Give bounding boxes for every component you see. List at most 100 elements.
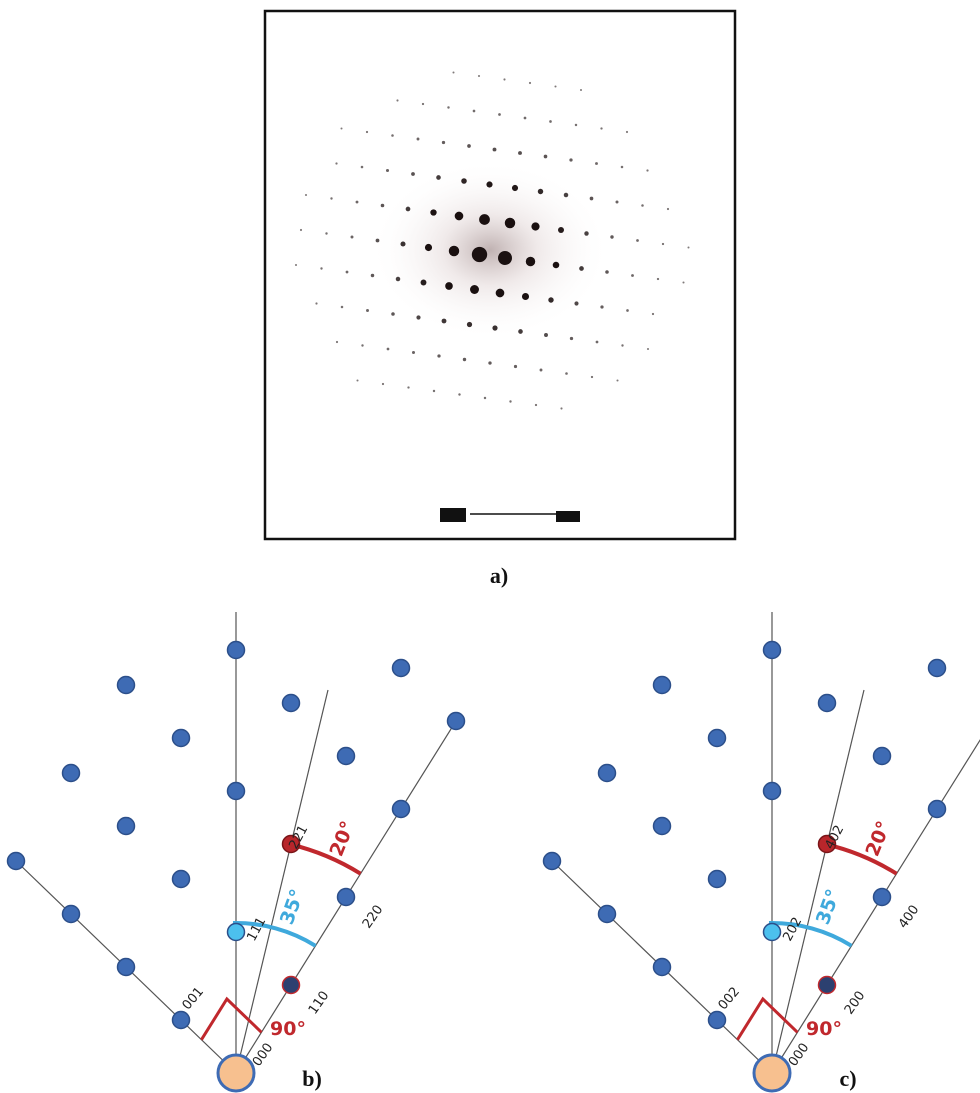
right-angle <box>736 996 799 1041</box>
spot <box>590 375 594 379</box>
spot <box>666 207 670 211</box>
spot-label: 200 <box>842 989 869 1018</box>
spot <box>513 364 518 369</box>
lattice-spot <box>281 975 301 995</box>
spot <box>621 344 624 347</box>
origin-spot <box>752 1053 792 1093</box>
lattice-spot <box>762 922 782 942</box>
spot <box>626 309 629 312</box>
glow <box>370 160 610 340</box>
spot <box>495 288 505 298</box>
spot <box>518 151 522 155</box>
panel-label: c) <box>839 1066 856 1091</box>
spot <box>543 154 548 159</box>
lattice-spot <box>116 675 136 695</box>
lattice-spot <box>171 869 191 889</box>
right-angle <box>200 996 263 1041</box>
spot <box>294 263 298 267</box>
spot <box>503 78 506 81</box>
spot <box>345 270 349 274</box>
spot <box>471 246 488 263</box>
spot <box>544 333 548 337</box>
spot <box>381 382 385 386</box>
diffraction-panel: a) <box>263 9 737 588</box>
spot <box>356 379 359 382</box>
spot-label: 111 <box>244 915 269 944</box>
spot-label: 001 <box>180 984 207 1013</box>
spot <box>432 389 436 393</box>
spot <box>615 200 619 204</box>
spot <box>467 144 471 148</box>
spot <box>405 206 411 212</box>
spot <box>579 88 583 92</box>
spot <box>600 305 604 309</box>
spot <box>492 325 498 331</box>
spot <box>651 312 655 316</box>
spot <box>504 217 516 229</box>
spot <box>400 241 406 247</box>
spot <box>424 243 433 252</box>
spot <box>569 336 574 341</box>
spot <box>395 276 401 282</box>
spot <box>441 318 447 324</box>
spot-label: 110 <box>306 989 333 1018</box>
spot <box>511 184 519 192</box>
spot <box>641 204 644 207</box>
spot <box>537 188 544 195</box>
angle-label: 90° <box>270 1018 306 1040</box>
spot <box>458 393 461 396</box>
spot <box>610 235 614 239</box>
lattice-spot <box>336 746 356 766</box>
spot <box>548 297 554 303</box>
spot <box>600 127 603 130</box>
spot <box>437 354 441 358</box>
angle-label: 20° <box>862 818 896 860</box>
lattice-spot <box>707 728 727 748</box>
spot <box>498 113 501 116</box>
spot <box>407 386 410 389</box>
spot <box>620 165 624 169</box>
lattice-spot <box>6 851 26 871</box>
spot <box>579 266 584 271</box>
spot <box>560 407 563 410</box>
spot <box>552 261 560 269</box>
origin-spot <box>216 1053 256 1093</box>
spot <box>411 172 415 176</box>
spot <box>521 292 530 301</box>
spot <box>492 147 497 152</box>
spot <box>470 285 479 294</box>
spot <box>479 214 490 225</box>
spot <box>488 361 492 365</box>
lattice-spot <box>927 658 947 678</box>
lattice-spot <box>707 1010 727 1030</box>
lattice-spot <box>336 887 356 907</box>
lattice-spot <box>597 763 617 783</box>
lattice-spot <box>61 763 81 783</box>
spot <box>304 193 308 197</box>
spot <box>391 134 394 137</box>
spot-label: 202 <box>780 915 805 944</box>
spot <box>531 222 540 231</box>
spot <box>539 368 543 372</box>
spot <box>330 197 333 200</box>
lattice-spot <box>707 869 727 889</box>
spot <box>646 169 649 172</box>
lattice-spot <box>872 746 892 766</box>
spot <box>569 158 573 162</box>
angle-arc <box>768 921 853 948</box>
angle-arc <box>232 921 317 948</box>
lattice-spot <box>446 711 466 731</box>
spot <box>625 130 629 134</box>
spot <box>584 231 589 236</box>
zone-line <box>771 689 865 1074</box>
spot <box>563 192 569 198</box>
spot <box>448 245 460 257</box>
spot <box>661 242 665 246</box>
spot <box>682 281 685 284</box>
spot <box>452 71 455 74</box>
spot <box>335 340 339 344</box>
lattice-spot <box>391 658 411 678</box>
spot <box>340 127 343 130</box>
